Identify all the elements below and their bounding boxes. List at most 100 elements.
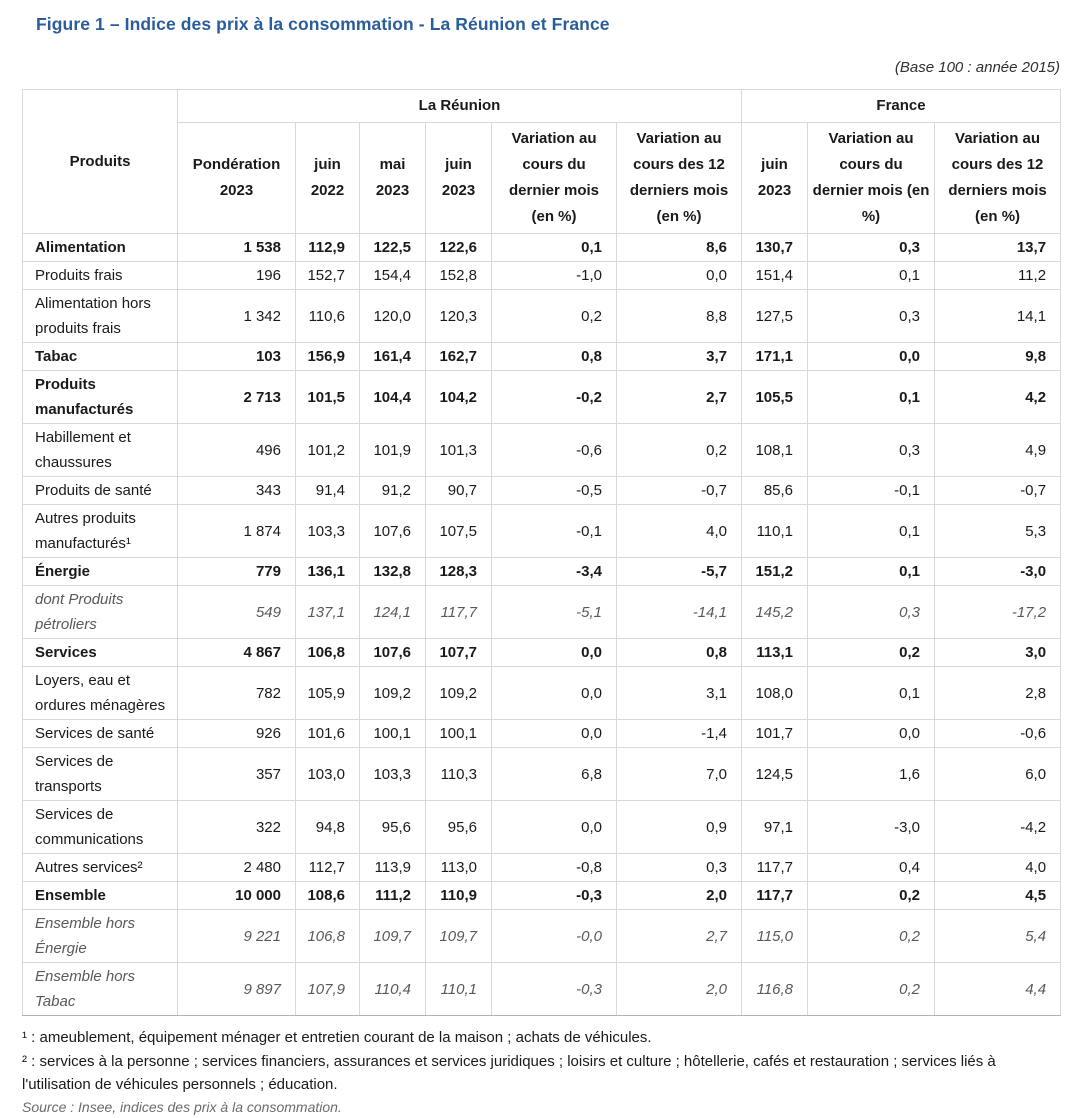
value-cell: -0,8 [491, 853, 617, 882]
value-cell: 0,1 [491, 233, 617, 262]
value-cell: 0,9 [615, 800, 743, 854]
value-cell: 108,0 [741, 666, 809, 720]
footnote-2: ² : services à la personne ; services fi… [22, 1053, 996, 1093]
value-cell: 105,5 [741, 370, 809, 424]
value-cell: 127,5 [741, 289, 809, 343]
value-cell: 1 874 [177, 504, 296, 558]
table-row: Ensemble 10 000 108,6 111,2 110,9 -0,3 2,0 117,… [22, 881, 1062, 910]
value-cell: -0,5 [491, 476, 617, 505]
value-cell: 0,1 [807, 557, 936, 586]
value-cell: 3,1 [615, 666, 743, 720]
value-cell: 0,0 [491, 800, 617, 854]
value-cell: 85,6 [741, 476, 809, 505]
value-cell: -0,2 [491, 370, 617, 424]
value-cell: 103,3 [359, 747, 426, 801]
table-row: Tabac 103 156,9 161,4 162,7 0,8 3,7 171,1 0,0 9,8 [22, 342, 1062, 371]
row-label: Produits manufacturés [22, 370, 178, 424]
value-cell: 104,4 [359, 370, 426, 424]
value-cell: -0,7 [934, 476, 1062, 505]
row-label: Ensemble [22, 881, 178, 910]
row-label: Ensemble hors Tabac [22, 962, 178, 1016]
value-cell: 110,4 [359, 962, 426, 1016]
value-cell: -14,1 [615, 585, 743, 639]
table-row: Énergie 779 136,1 132,8 128,3 -3,4 -5,7 151,2 0,… [22, 557, 1062, 586]
value-cell: -3,0 [934, 557, 1062, 586]
table-row: Services 4 867 106,8 107,6 107,7 0,0 0,8 113,1 0… [22, 638, 1062, 667]
value-cell: 124,5 [741, 747, 809, 801]
value-cell: 4,2 [934, 370, 1062, 424]
row-label: Autres services² [22, 853, 178, 882]
value-cell: 151,4 [741, 261, 809, 290]
row-label: Produits frais [22, 261, 178, 290]
value-cell: 101,5 [295, 370, 360, 424]
value-cell: -0,1 [491, 504, 617, 558]
value-cell: 116,8 [741, 962, 809, 1016]
table-row: Produits manufacturés 2 713 101,5 104,4 104,… [22, 370, 1062, 424]
value-cell: 101,6 [295, 719, 360, 748]
value-cell: 117,7 [425, 585, 492, 639]
value-cell: 110,3 [425, 747, 492, 801]
group-header-row: Produits La Réunion France [22, 89, 1062, 234]
value-cell: 0,2 [615, 423, 743, 477]
value-cell: 108,6 [295, 881, 360, 910]
value-cell: -5,7 [615, 557, 743, 586]
value-cell: 0,4 [807, 853, 936, 882]
value-cell: 4,9 [934, 423, 1062, 477]
value-cell: 101,9 [359, 423, 426, 477]
value-cell: 128,3 [425, 557, 492, 586]
table-row: Produits de santé 343 91,4 91,2 90,7 -0,5 -0,7… [22, 476, 1062, 505]
value-cell: 110,6 [295, 289, 360, 343]
value-cell: 109,2 [359, 666, 426, 720]
value-cell: 101,7 [741, 719, 809, 748]
value-cell: 5,3 [934, 504, 1062, 558]
value-cell: 122,6 [425, 233, 492, 262]
price-index-table: Produits La Réunion France Pondération 2… [22, 89, 1062, 1016]
table-row: dont Produits pétroliers 549 137,1 124,1 117… [22, 585, 1062, 639]
value-cell: 107,6 [359, 638, 426, 667]
value-cell: 1,6 [807, 747, 936, 801]
value-cell: 156,9 [295, 342, 360, 371]
value-cell: 4,4 [934, 962, 1062, 1016]
value-cell: 9 897 [177, 962, 296, 1016]
column-header: Variation au cours des 12 derniers mois … [615, 122, 743, 234]
value-cell: 6,8 [491, 747, 617, 801]
value-cell: 2,0 [615, 962, 743, 1016]
column-header: Variation au cours des 12 derniers mois … [934, 122, 1062, 234]
value-cell: 95,6 [359, 800, 426, 854]
row-label: Autres produits manufacturés¹ [22, 504, 178, 558]
value-cell: 357 [177, 747, 296, 801]
row-label: Services [22, 638, 178, 667]
row-label: Services de santé [22, 719, 178, 748]
group-header-france: France [741, 89, 1062, 123]
value-cell: 5,4 [934, 909, 1062, 963]
value-cell: 95,6 [425, 800, 492, 854]
value-cell: -0,3 [491, 962, 617, 1016]
value-cell: 132,8 [359, 557, 426, 586]
value-cell: 0,2 [491, 289, 617, 343]
value-cell: 103 [177, 342, 296, 371]
value-cell: -5,1 [491, 585, 617, 639]
value-cell: 0,1 [807, 666, 936, 720]
value-cell: 14,1 [934, 289, 1062, 343]
value-cell: 101,2 [295, 423, 360, 477]
value-cell: 103,3 [295, 504, 360, 558]
value-cell: -1,0 [491, 261, 617, 290]
value-cell: 3,7 [615, 342, 743, 371]
value-cell: 0,1 [807, 370, 936, 424]
value-cell: 496 [177, 423, 296, 477]
value-cell: 0,2 [807, 881, 936, 910]
table-row: Autres services² 2 480 112,7 113,9 113,0 -0,8… [22, 853, 1062, 882]
value-cell: 91,4 [295, 476, 360, 505]
value-cell: 106,8 [295, 638, 360, 667]
value-cell: 4,0 [615, 504, 743, 558]
value-cell: 2,8 [934, 666, 1062, 720]
value-cell: 154,4 [359, 261, 426, 290]
value-cell: 0,2 [807, 962, 936, 1016]
value-cell: 0,1 [807, 504, 936, 558]
value-cell: 122,5 [359, 233, 426, 262]
value-cell: 108,1 [741, 423, 809, 477]
value-cell: 113,0 [425, 853, 492, 882]
value-cell: -0,6 [491, 423, 617, 477]
value-cell: 0,3 [807, 289, 936, 343]
value-cell: 0,8 [491, 342, 617, 371]
